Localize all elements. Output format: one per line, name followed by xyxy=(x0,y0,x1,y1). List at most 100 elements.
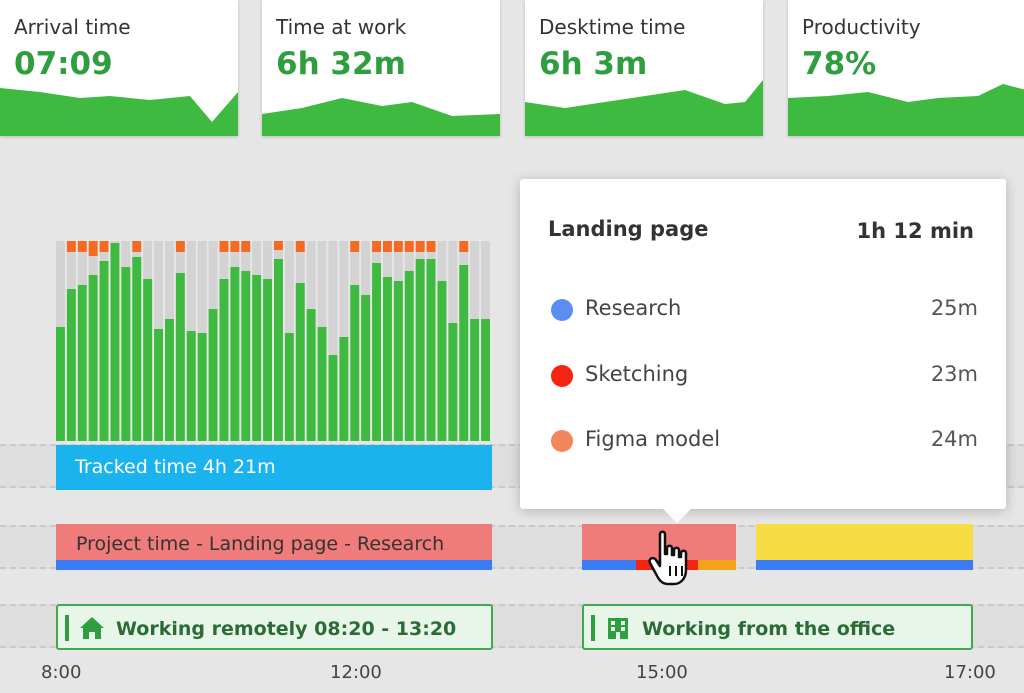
activity-bar-productive xyxy=(208,309,218,441)
tooltip-item-name: Figma model xyxy=(585,427,721,451)
office-building-icon xyxy=(608,618,628,639)
activity-bar-productive xyxy=(274,259,283,441)
tooltip-row-sketching: Sketching 23m xyxy=(548,360,978,390)
stat-value: 07:09 xyxy=(14,46,113,82)
activity-bar-productive xyxy=(339,337,349,441)
activity-bar-unproductive xyxy=(88,241,98,256)
activity-bar-productive xyxy=(481,319,490,441)
activity-bar-productive xyxy=(110,243,120,441)
activity-bar-productive xyxy=(154,329,163,441)
activity-bar-productive xyxy=(470,319,480,441)
activity-bar-productive xyxy=(77,285,87,441)
location-marker xyxy=(65,615,69,641)
activity-bar-unproductive xyxy=(426,241,436,252)
activity-bar-productive xyxy=(426,259,436,441)
tooltip-item-duration: 25m xyxy=(930,296,978,320)
stat-label: Desktime time xyxy=(539,15,686,39)
activity-bar-productive xyxy=(437,281,447,441)
tracked-time-bar[interactable]: Tracked time 4h 21m xyxy=(56,445,492,490)
activity-bar-productive xyxy=(295,283,305,441)
stat-card-time-at-work: Time at work 6h 32m xyxy=(262,0,500,136)
home-icon xyxy=(80,617,104,639)
project-bar-research[interactable]: Project time - Landing page - Research xyxy=(56,524,492,570)
sparkline xyxy=(525,80,763,136)
activity-bar-productive xyxy=(252,275,262,441)
activity-bar-productive xyxy=(99,261,109,441)
location-remote[interactable]: Working remotely 08:20 - 13:20 xyxy=(56,604,493,650)
activity-bar-productive xyxy=(306,309,316,441)
activity-bar-productive xyxy=(328,355,338,441)
stat-label: Time at work xyxy=(276,15,407,39)
activity-bar-unproductive xyxy=(175,241,185,252)
activity-bar-unproductive xyxy=(393,241,403,252)
activity-bar-unproductive xyxy=(99,241,109,252)
color-dot-icon xyxy=(551,299,573,321)
color-dot-icon xyxy=(551,365,573,387)
stat-label: Arrival time xyxy=(14,15,131,39)
sparkline xyxy=(788,84,1024,136)
color-dot-icon xyxy=(551,430,573,452)
activity-bar-productive xyxy=(241,271,251,441)
time-label-12: 12:00 xyxy=(330,662,382,683)
activity-bar-unproductive xyxy=(241,241,251,252)
activity-bar-productive xyxy=(88,275,98,441)
activity-bar-productive xyxy=(459,265,469,441)
activity-bar-unproductive xyxy=(132,241,142,252)
activity-bar-productive xyxy=(175,273,185,441)
activity-bar-productive xyxy=(393,281,403,441)
activity-bar-productive xyxy=(66,289,76,441)
location-office[interactable]: Working from the office xyxy=(582,604,973,650)
tooltip-arrow xyxy=(662,508,692,523)
location-marker xyxy=(591,615,595,641)
tooltip-row-research: Research 25m xyxy=(548,294,978,324)
activity-bar-unproductive xyxy=(404,241,414,252)
stat-value: 6h 32m xyxy=(276,46,406,82)
tooltip-row-figma-model: Figma model 24m xyxy=(548,425,978,455)
location-remote-label: Working remotely 08:20 - 13:20 xyxy=(116,618,457,640)
tooltip-item-duration: 23m xyxy=(930,362,978,386)
tooltip-item-name: Sketching xyxy=(585,362,689,386)
activity-bar-unproductive xyxy=(459,241,469,252)
time-label-15: 15:00 xyxy=(636,662,688,683)
stat-value: 6h 3m xyxy=(539,46,648,82)
activity-bar-unproductive xyxy=(295,241,305,252)
project-stripe xyxy=(756,560,973,570)
activity-bar-unproductive xyxy=(415,241,425,252)
activity-bar-productive xyxy=(186,331,196,441)
activity-bar-productive xyxy=(263,279,272,441)
activity-bar-productive xyxy=(56,327,65,441)
activity-bar-productive xyxy=(219,279,229,441)
tracked-time-label: Tracked time 4h 21m xyxy=(75,456,276,478)
project-tooltip: Landing page 1h 12 min Research 25m Sket… xyxy=(520,179,1006,523)
time-label-8: 8:00 xyxy=(41,662,82,683)
activity-bar-productive xyxy=(404,271,414,441)
activity-bar-productive xyxy=(317,327,327,441)
hand-pointer-icon xyxy=(648,530,688,586)
activity-bar-productive xyxy=(143,279,153,441)
stat-label: Productivity xyxy=(802,15,921,39)
activity-bar-background xyxy=(328,241,338,441)
tooltip-item-name: Research xyxy=(585,296,682,320)
activity-bar-unproductive xyxy=(383,241,392,252)
activity-bar-productive xyxy=(383,277,392,441)
tooltip-total: 1h 12 min xyxy=(856,219,974,243)
activity-bar-unproductive xyxy=(350,241,360,252)
stat-card-productivity: Productivity 78% xyxy=(788,0,1024,136)
project-bar-other[interactable] xyxy=(756,524,973,570)
stat-card-desktime-time: Desktime time 6h 3m xyxy=(525,0,763,136)
activity-bar-productive xyxy=(230,267,240,441)
activity-bar-productive xyxy=(197,333,207,441)
sparkline xyxy=(0,88,238,136)
activity-bar-unproductive xyxy=(372,241,381,252)
activity-bar-productive xyxy=(372,263,381,441)
stat-value: 78% xyxy=(802,46,877,82)
activity-bar-unproductive xyxy=(66,241,76,252)
activity-bar-unproductive xyxy=(230,241,240,252)
activity-bar-productive xyxy=(284,333,294,441)
project-stripe xyxy=(56,560,492,570)
project-time-label: Project time - Landing page - Research xyxy=(76,533,445,555)
sparkline xyxy=(262,98,500,136)
activity-bar-unproductive xyxy=(219,241,229,252)
activity-bar-productive xyxy=(350,285,360,441)
tooltip-title: Landing page xyxy=(548,217,709,241)
